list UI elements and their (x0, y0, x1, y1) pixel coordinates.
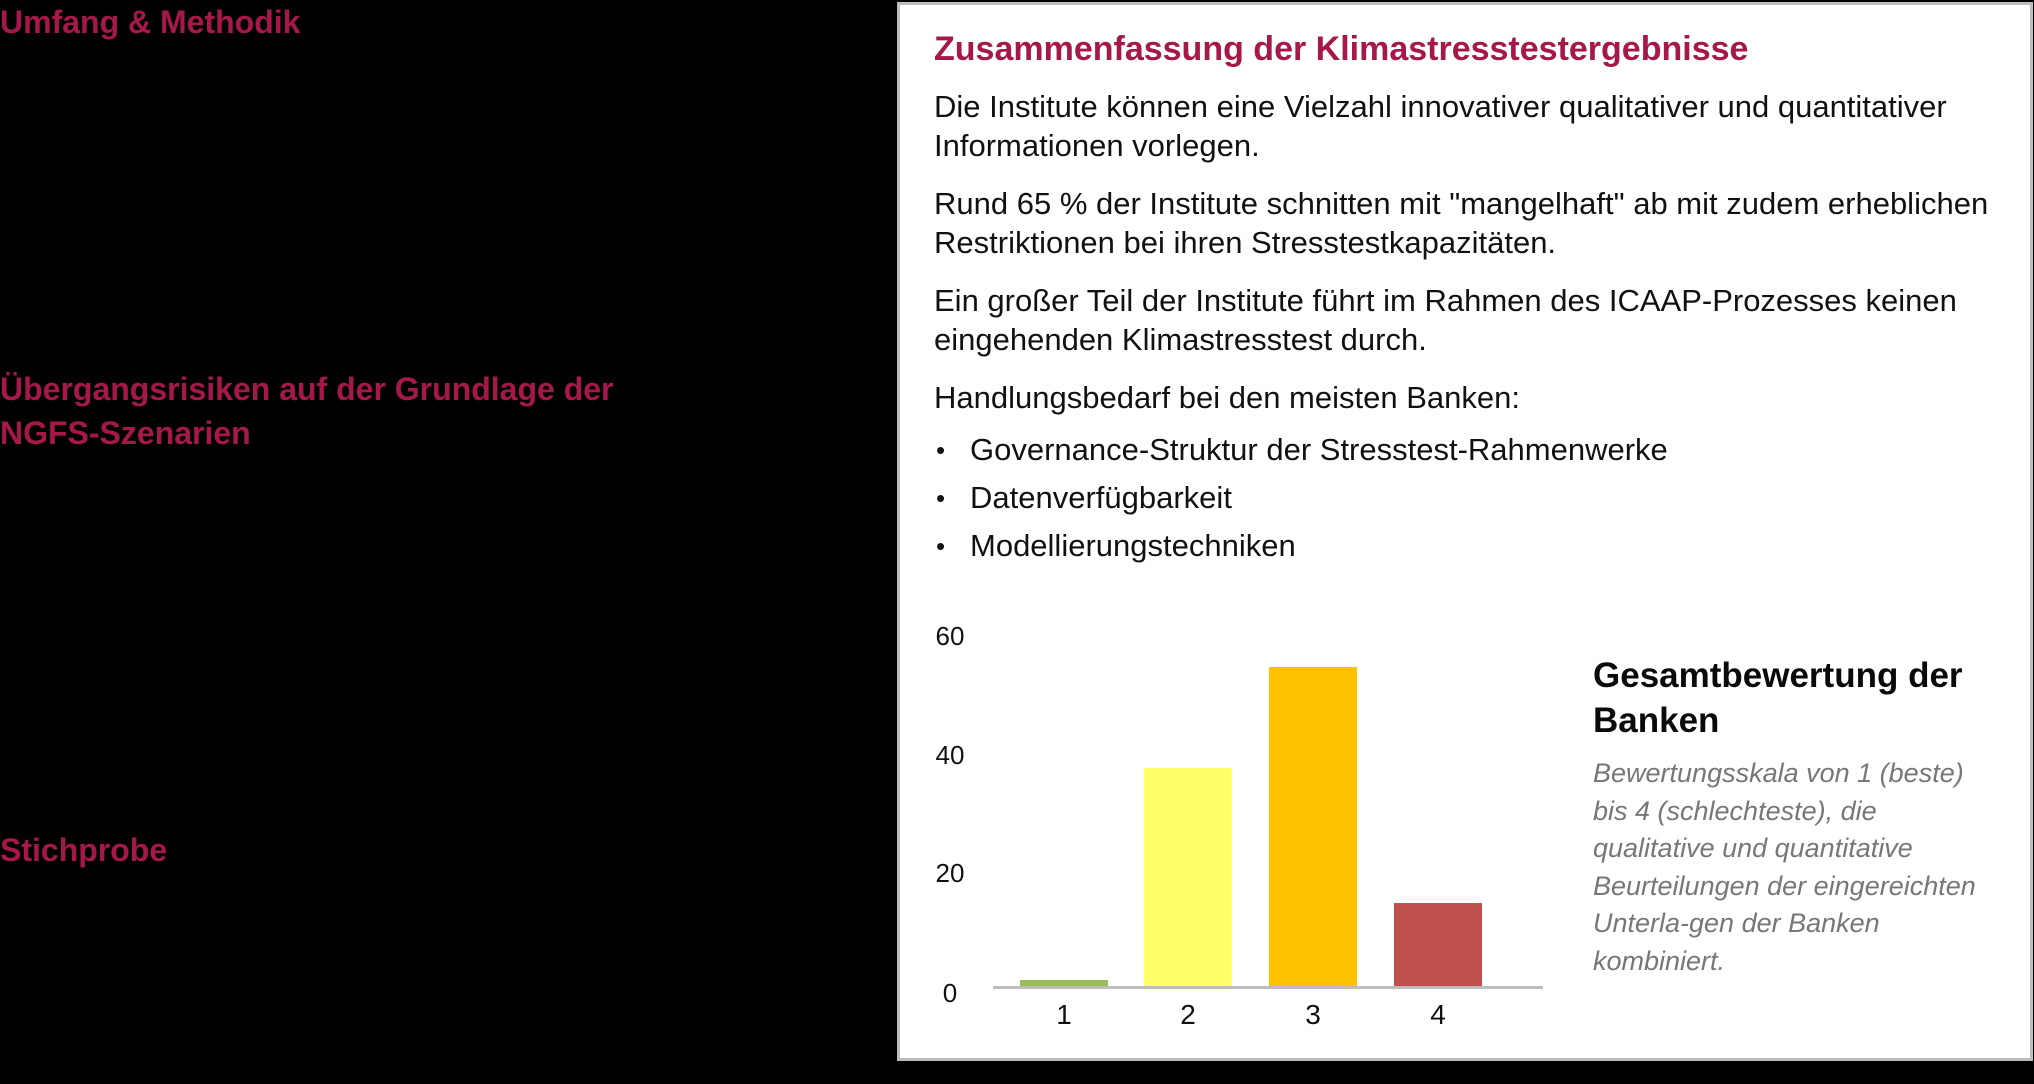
action-list: • Governance-Struktur der Stresstest-Rah… (934, 426, 1994, 570)
x-tick-2: 2 (1180, 999, 1196, 1030)
section-heading-transition-risks-text: Übergangsrisiken auf der Grundlage der N… (0, 371, 614, 451)
x-tick-4: 4 (1430, 999, 1446, 1030)
section-heading-sample: Stichprobe (0, 832, 168, 868)
rating-bar-chart: 60 40 20 0 1 2 3 4 Gesamtbewertung der B… (900, 5, 2030, 1058)
y-tick-60: 60 (935, 621, 965, 651)
chart-legend-title: Gesamtbewertung der Banken (1593, 656, 1963, 740)
paragraph-deficient: Rund 65 % der Institute schnitten mit "m… (934, 186, 1989, 260)
chart-legend-description: Bewertungsskala von 1 (beste) bis 4 (sch… (1593, 758, 1976, 976)
bullet-icon: • (936, 435, 946, 465)
bar-rating-3 (1269, 667, 1357, 986)
section-heading-scope-methodology: Umfang & Methodik (0, 4, 301, 40)
y-tick-0: 0 (942, 978, 958, 1008)
list-item-label: Governance-Struktur der Stresstest-Rahme… (970, 432, 1668, 467)
section-heading-transition-risks: Übergangsrisiken auf der Grundlage der N… (0, 367, 700, 455)
list-item: • Datenverfügbarkeit (934, 474, 1994, 522)
paragraph-icaap: Ein großer Teil der Institute führt im R… (934, 283, 1957, 357)
x-axis-line (993, 986, 1543, 989)
bullet-icon: • (936, 531, 946, 561)
list-item-label: Datenverfügbarkeit (970, 480, 1232, 515)
x-tick-3: 3 (1305, 999, 1321, 1030)
y-tick-20: 20 (935, 858, 965, 888)
paragraph-action-needed: Handlungsbedarf bei den meisten Banken: (934, 380, 1520, 415)
bar-rating-4 (1394, 903, 1482, 986)
paragraph-innovation: Die Institute können eine Vielzahl innov… (934, 89, 1947, 163)
list-item: • Governance-Struktur der Stresstest-Rah… (934, 426, 1994, 474)
y-tick-40: 40 (935, 740, 965, 770)
summary-body: Die Institute können eine Vielzahl innov… (934, 87, 1994, 570)
summary-panel: Zusammenfassung der Klimastresstestergeb… (897, 2, 2033, 1061)
bar-rating-1 (1020, 980, 1108, 986)
bar-rating-2 (1144, 768, 1232, 986)
x-tick-1: 1 (1056, 999, 1072, 1030)
bullet-icon: • (936, 483, 946, 513)
list-item: • Modellierungstechniken (934, 522, 1994, 570)
panel-title: Zusammenfassung der Klimastresstestergeb… (934, 30, 1749, 68)
list-item-label: Modellierungstechniken (970, 528, 1296, 563)
